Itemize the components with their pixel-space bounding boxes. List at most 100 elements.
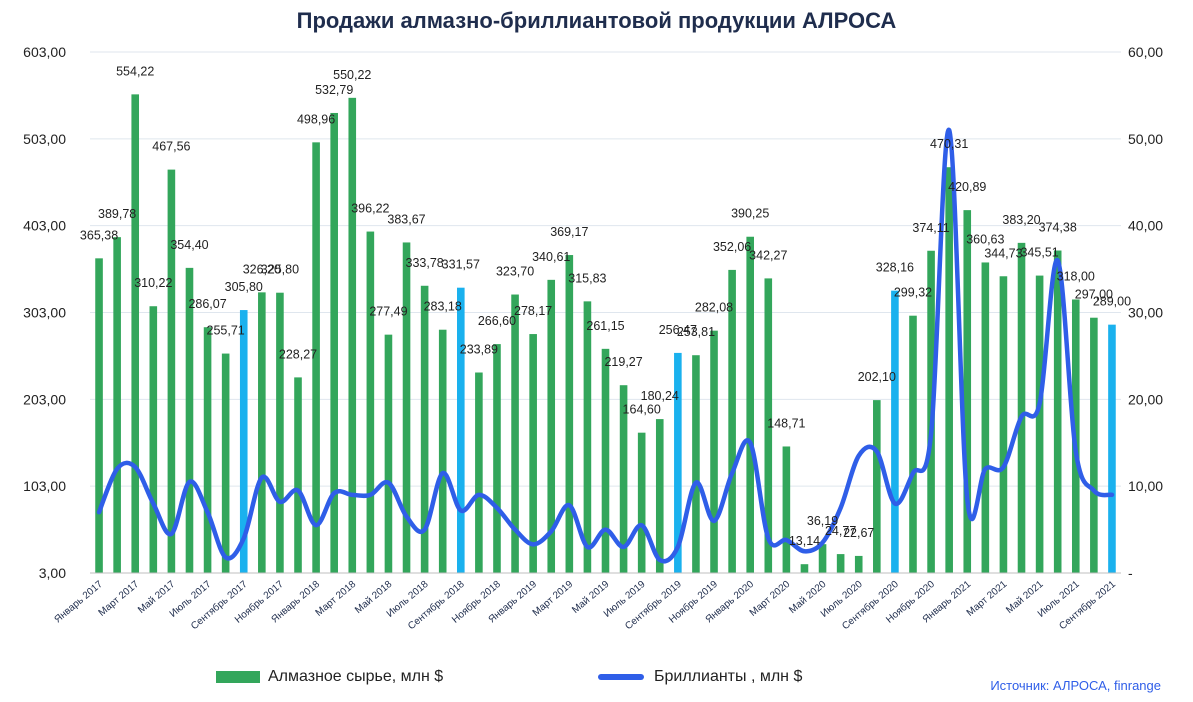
left-axis-tick-label: 503,00 <box>23 131 66 147</box>
bar-data-label: 253,81 <box>677 325 715 339</box>
left-axis-tick-label: 603,00 <box>23 44 66 60</box>
bar-data-label: 340,61 <box>532 250 570 264</box>
bar-data-label: 420,89 <box>948 180 986 194</box>
bar-ноябрь-2017 <box>276 292 284 573</box>
bar-сентябрь-2018 <box>456 287 465 573</box>
bar-март-2017 <box>131 94 140 573</box>
legend-item-bars: Алмазное сырье, млн $ <box>216 668 443 686</box>
bar-декабрь-2017 <box>294 377 302 573</box>
legend-line-swatch <box>598 674 644 680</box>
bar-июнь-2020 <box>836 554 845 573</box>
bar-март-2019 <box>565 255 574 573</box>
legend-label-bars: Алмазное сырье, млн $ <box>268 668 444 685</box>
right-axis-tick-label: 30,00 <box>1128 305 1163 321</box>
bar-февраль-2017 <box>113 237 121 573</box>
bar-data-label: 36,19 <box>807 514 838 528</box>
bar-июль-2017 <box>203 327 212 573</box>
bar-data-label: 219,27 <box>604 355 642 369</box>
bar-data-label: 180,24 <box>641 389 679 403</box>
bar-data-label: 344,73 <box>984 246 1022 260</box>
left-axis-tick-label: 403,00 <box>23 218 66 234</box>
x-axis-tick-label: Март 2021 <box>965 579 1010 619</box>
bar-data-label: 532,79 <box>315 83 353 97</box>
bar-data-label: 345,51 <box>1020 246 1058 260</box>
bar-февраль-2019 <box>547 279 556 573</box>
legend-item-line: Бриллианты , млн $ <box>598 668 802 686</box>
bar-data-label: 326,20 <box>243 262 281 276</box>
bar-data-label: 278,17 <box>514 304 552 318</box>
left-axis-tick-label: 3,00 <box>39 565 66 581</box>
legend: Алмазное сырье, млн $ Бриллианты , млн $ <box>0 668 1193 696</box>
bar-апрель-2021 <box>1017 242 1026 573</box>
bar-data-label: 256,47 <box>659 323 697 337</box>
left-axis-tick-label: 303,00 <box>23 305 66 321</box>
right-axis-tick-label: 50,00 <box>1128 131 1163 147</box>
bar-data-label: 255,71 <box>207 324 245 338</box>
bar-data-label: 383,67 <box>387 212 425 226</box>
bar-data-label: 277,49 <box>369 305 407 319</box>
bar-май-2019 <box>601 348 610 573</box>
bar-data-label: 305,80 <box>225 280 263 294</box>
bar-апрель-2018 <box>366 231 375 574</box>
bar-апрель-2019 <box>583 301 592 573</box>
bar-data-label: 470,31 <box>930 137 968 151</box>
bar-октябрь-2017 <box>258 292 266 573</box>
bar-февраль-2018 <box>330 112 338 573</box>
x-axis-tick-label: Март 2017 <box>97 579 142 619</box>
bar-data-label: 310,22 <box>134 276 172 290</box>
bar-январь-2018 <box>312 142 320 573</box>
bar-data-label: 396,22 <box>351 202 389 216</box>
bar-ноябрь-2018 <box>493 344 501 573</box>
bar-data-label: 261,15 <box>586 319 624 333</box>
bar-март-2020 <box>782 446 791 573</box>
bar-февраль-2020 <box>764 278 773 573</box>
bar-декабрь-2020 <box>945 167 953 573</box>
right-axis-tick-label: 20,00 <box>1128 391 1163 407</box>
chart-plot: 3,00 103,00 203,00 303,00 403,00 503,00 603,00… <box>23 44 1163 632</box>
bar-март-2021 <box>999 276 1008 573</box>
left-axis: 3,00 103,00 203,00 303,00 403,00 503,00 603,00 <box>23 44 66 581</box>
bar-октябрь-2020 <box>909 315 917 573</box>
bar-data-label: 554,22 <box>116 64 154 78</box>
bar-data-label: 360,63 <box>966 232 1004 246</box>
bar-май-2017 <box>167 169 176 574</box>
bar-data-labels: 365,38 389,78 554,22 310,22 467,56 354,40 286,… <box>80 64 1131 548</box>
left-axis-tick-label: 203,00 <box>23 391 66 407</box>
bar-август-2021 <box>1090 317 1098 573</box>
bar-август-2019 <box>655 419 664 573</box>
bar-январь-2017 <box>95 258 103 573</box>
bar-data-label: 389,78 <box>98 207 136 221</box>
bar-сентябрь-2017 <box>239 310 248 573</box>
bar-июль-2020 <box>854 555 863 573</box>
bar-январь-2019 <box>529 334 537 573</box>
bar-октябрь-2018 <box>475 372 483 573</box>
bars <box>95 94 1116 574</box>
bar-data-label: 315,83 <box>568 271 606 285</box>
bar-data-label: 354,40 <box>170 238 208 252</box>
bar-сентябрь-2019 <box>674 352 682 573</box>
bar-май-2021 <box>1035 275 1044 573</box>
bar-июль-2018 <box>420 285 429 573</box>
bar-data-label: 299,32 <box>894 286 932 300</box>
bar-data-label: 331,57 <box>442 258 480 272</box>
bar-data-label: 498,96 <box>297 112 335 126</box>
bar-data-label: 283,18 <box>424 300 462 314</box>
bar-data-label: 148,71 <box>767 416 805 430</box>
bar-data-label: 286,07 <box>188 297 226 311</box>
bar-data-label: 22,67 <box>843 526 874 540</box>
legend-label-line: Бриллианты , млн $ <box>654 668 803 685</box>
bar-data-label: 13,14 <box>789 534 820 548</box>
bar-август-2018 <box>438 329 447 573</box>
bar-май-2018 <box>384 334 393 573</box>
bar-data-label: 369,17 <box>550 225 588 239</box>
bar-data-label: 228,27 <box>279 347 317 361</box>
bar-июнь-2019 <box>619 385 628 573</box>
bar-август-2020 <box>873 400 881 573</box>
left-axis-tick-label: 103,00 <box>23 478 66 494</box>
bar-март-2018 <box>348 97 357 574</box>
source-note: Источник: АЛРОСА, finrange <box>990 678 1161 693</box>
brilliants-line <box>96 127 1115 564</box>
bar-data-label: 333,78 <box>406 256 444 270</box>
bar-data-label: 297,00 <box>1075 288 1113 302</box>
